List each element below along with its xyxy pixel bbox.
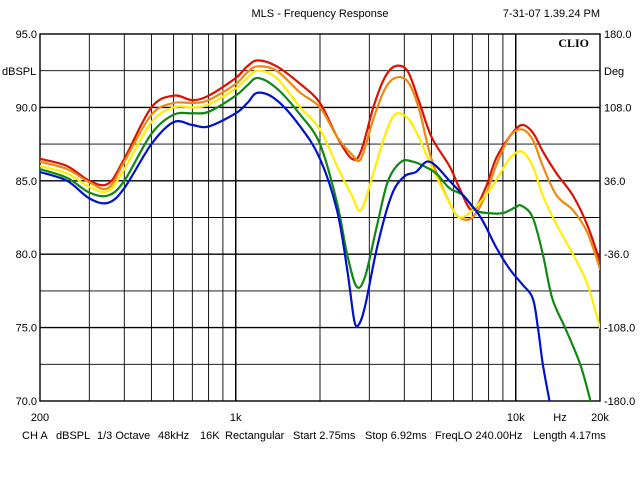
series-line-3: [40, 69, 600, 329]
y-tick-label: 80.0: [16, 249, 37, 261]
footer-freqlo: FreqLO 240.00Hz: [435, 430, 523, 442]
footer-channel: CH A: [22, 430, 48, 442]
y2-tick-label: -36.0: [604, 249, 629, 261]
footer-size: 16K: [200, 430, 220, 442]
series-group: [40, 59, 600, 401]
y2-tick-label: -108.0: [604, 323, 635, 335]
x-tick-label: 20k: [591, 412, 609, 424]
y2-tick-label: 180.0: [604, 29, 632, 41]
chart-timestamp: 7-31-07 1.39.24 PM: [503, 8, 600, 20]
y-tick-label: 90.0: [16, 102, 37, 114]
series-line-2: [40, 65, 600, 270]
series-line-4: [40, 76, 592, 401]
y-tick-label: 85.0: [16, 176, 37, 188]
footer-smoothing: 1/3 Octave: [97, 430, 151, 442]
y2-tick-label: 108.0: [604, 102, 632, 114]
footer-stop: Stop 6.92ms: [365, 430, 427, 442]
x-tick-label: 1k: [230, 412, 242, 424]
x-axis-unit-label: Hz: [553, 412, 566, 424]
clio-brand-label: CLIO: [558, 36, 589, 50]
series-line-5: [40, 91, 551, 401]
y2-tick-label: 36.0: [604, 176, 625, 188]
footer-length: Length 4.17ms: [533, 430, 606, 442]
footer-unit: dBSPL: [56, 430, 91, 442]
y2-tick-label: -180.0: [604, 396, 635, 408]
x-tick-label: 10k: [507, 412, 525, 424]
y2-axis-unit-label: Deg: [604, 66, 624, 78]
measurement-footer: CH A dBSPL 1/3 Octave 48kHz 16K Rectangu…: [22, 430, 632, 446]
footer-start: Start 2.75ms: [293, 430, 356, 442]
chart-title: MLS - Frequency Response: [252, 8, 389, 20]
footer-sample-rate: 48kHz: [158, 430, 190, 442]
y-tick-label: 70.0: [16, 396, 37, 408]
y-tick-label: 95.0: [16, 29, 37, 41]
x-tick-label: 200: [31, 412, 49, 424]
y-tick-label: 75.0: [16, 323, 37, 335]
y-axis-unit-label: dBSPL: [2, 66, 36, 78]
series-line-1: [40, 59, 600, 263]
footer-window: Rectangular: [225, 430, 285, 442]
plot-frame: [39, 33, 601, 402]
